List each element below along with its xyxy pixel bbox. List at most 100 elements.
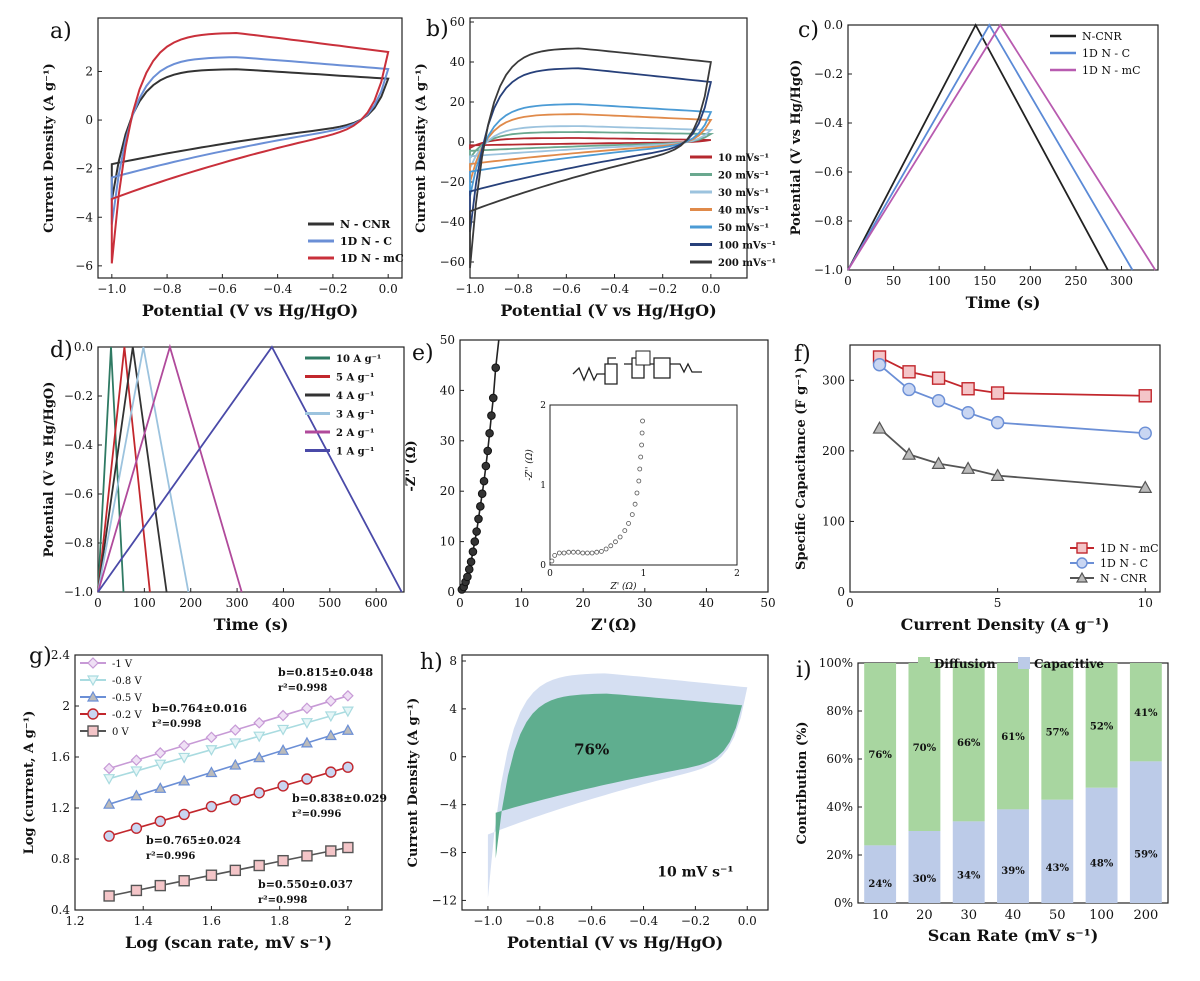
panel-label: e) xyxy=(412,341,434,366)
tri-down-marker xyxy=(253,731,266,743)
circle-marker xyxy=(1076,557,1088,569)
x-tick-label: 300 xyxy=(226,596,249,610)
x-axis-label: Current Density (A g⁻¹) xyxy=(901,615,1110,634)
diamond-marker xyxy=(154,747,167,759)
diffusion-percent-label: 70% xyxy=(913,743,937,754)
panel-8: 0% 20% 40% 60% 80% 100% Scan Rate (mV s⁻¹) Cont… xyxy=(795,656,1169,945)
triangle-marker xyxy=(1075,571,1089,583)
tri-down-marker xyxy=(130,766,143,778)
square-marker xyxy=(277,854,289,867)
circle-marker xyxy=(872,358,887,372)
x-axis-label: Potential (V vs Hg/HgO) xyxy=(500,301,716,320)
y-tick-label: −40 xyxy=(440,215,465,229)
tri-down-marker xyxy=(178,752,191,764)
inset-point xyxy=(599,549,604,554)
tri-down-marker xyxy=(324,711,337,723)
x-tick-label: 1.4 xyxy=(134,914,153,928)
plot-frame xyxy=(849,344,1161,593)
triangle-marker xyxy=(86,690,100,702)
x-tick-label: 200 xyxy=(1133,908,1158,923)
triangle-marker xyxy=(300,736,313,748)
y-axis-label: Current Density (A g⁻¹) xyxy=(406,698,421,868)
diamond-marker xyxy=(130,754,143,767)
capacitive-percent-label: 34% xyxy=(957,870,981,881)
x-tick-label: 10 xyxy=(872,908,889,923)
x-axis-label: Time (s) xyxy=(214,615,289,634)
square-marker xyxy=(1076,542,1088,554)
y-tick-label: 0 xyxy=(457,135,465,149)
capacitive-percent-label: 39% xyxy=(1001,866,1025,877)
circle-marker xyxy=(342,761,354,773)
inset-point xyxy=(617,534,623,540)
x-tick-label: −0.6 xyxy=(208,282,237,296)
diffusion-bar xyxy=(908,663,941,831)
inset-point xyxy=(549,558,555,564)
square-marker xyxy=(325,845,337,857)
tri-down-marker xyxy=(154,759,167,771)
tri-down-marker xyxy=(205,745,218,756)
triangle-marker xyxy=(990,468,1005,481)
panel-label: i) xyxy=(796,658,812,683)
legend-swatch xyxy=(1018,657,1030,669)
x-axis-label: Time (s) xyxy=(966,293,1041,312)
capacitive-bar xyxy=(864,845,897,903)
tri-down-marker xyxy=(103,774,116,785)
x-tick-label: 20 xyxy=(916,908,933,923)
y-tick-label: −0.8 xyxy=(64,536,93,550)
series-line xyxy=(97,343,243,593)
tri-down-marker xyxy=(277,724,290,736)
legend-label: Diffusion xyxy=(934,657,996,671)
diamond-marker xyxy=(178,739,191,752)
circle-marker xyxy=(961,406,975,420)
legend-label: N - CNR xyxy=(1100,572,1147,585)
inset-point xyxy=(575,549,581,555)
inset-point xyxy=(634,490,640,496)
y-tick-label: 0.4 xyxy=(51,903,70,917)
panel-label: g) xyxy=(29,644,52,669)
series-line xyxy=(878,427,1146,489)
inset-point xyxy=(603,546,609,552)
inset-point xyxy=(552,553,558,558)
data-point xyxy=(483,446,493,456)
y-tick-label: 100 xyxy=(822,514,845,528)
inset-y-tick-label: 1 xyxy=(540,481,546,491)
tri-down-marker xyxy=(341,706,354,718)
series-line xyxy=(97,346,125,593)
circle-marker xyxy=(229,793,242,806)
inset-point xyxy=(594,549,600,555)
legend-label: 200 mVs⁻¹ xyxy=(718,258,776,269)
legend-label: 1D N - mC xyxy=(1100,542,1159,555)
x-tick-label: −0.4 xyxy=(263,282,293,296)
inset-point xyxy=(632,501,638,507)
series-line xyxy=(847,23,1157,271)
plot-frame xyxy=(97,17,403,279)
y-tick-label: 0% xyxy=(834,896,853,910)
panel-2: 0 50 100 150 200 250 300 −1.0 −0.8 −0.6 −0.4 −0.2 0.… xyxy=(789,18,1159,312)
series-line xyxy=(97,346,151,593)
x-tick-label: −0.2 xyxy=(648,282,677,296)
circle-marker xyxy=(277,780,289,792)
y-tick-label: −4 xyxy=(75,210,93,224)
x-tick-label: 10 xyxy=(514,596,529,610)
x-tick-label: 0.0 xyxy=(701,282,720,296)
y-tick-label: 20% xyxy=(826,848,853,862)
square-marker xyxy=(342,841,354,854)
triangle-marker xyxy=(154,782,167,793)
data-point xyxy=(479,476,489,486)
x-tick-label: 100 xyxy=(1089,908,1114,923)
x-tick-label: 40 xyxy=(699,596,714,610)
inset-y-tick-label: 2 xyxy=(540,401,546,411)
x-tick-label: −1.0 xyxy=(473,914,502,928)
y-tick-label: −0.6 xyxy=(64,487,93,501)
inset-point xyxy=(589,550,595,556)
y-tick-label: −6 xyxy=(75,259,93,273)
legend-label: 40 mVs⁻¹ xyxy=(718,206,769,217)
x-tick-label: 200 xyxy=(1019,274,1042,288)
y-tick-label: −4 xyxy=(439,798,457,812)
panel-label: c) xyxy=(798,18,819,43)
data-point xyxy=(464,565,474,574)
x-tick-label: 100 xyxy=(928,274,951,288)
circle-marker xyxy=(154,815,166,827)
tri-down-marker xyxy=(300,718,313,729)
